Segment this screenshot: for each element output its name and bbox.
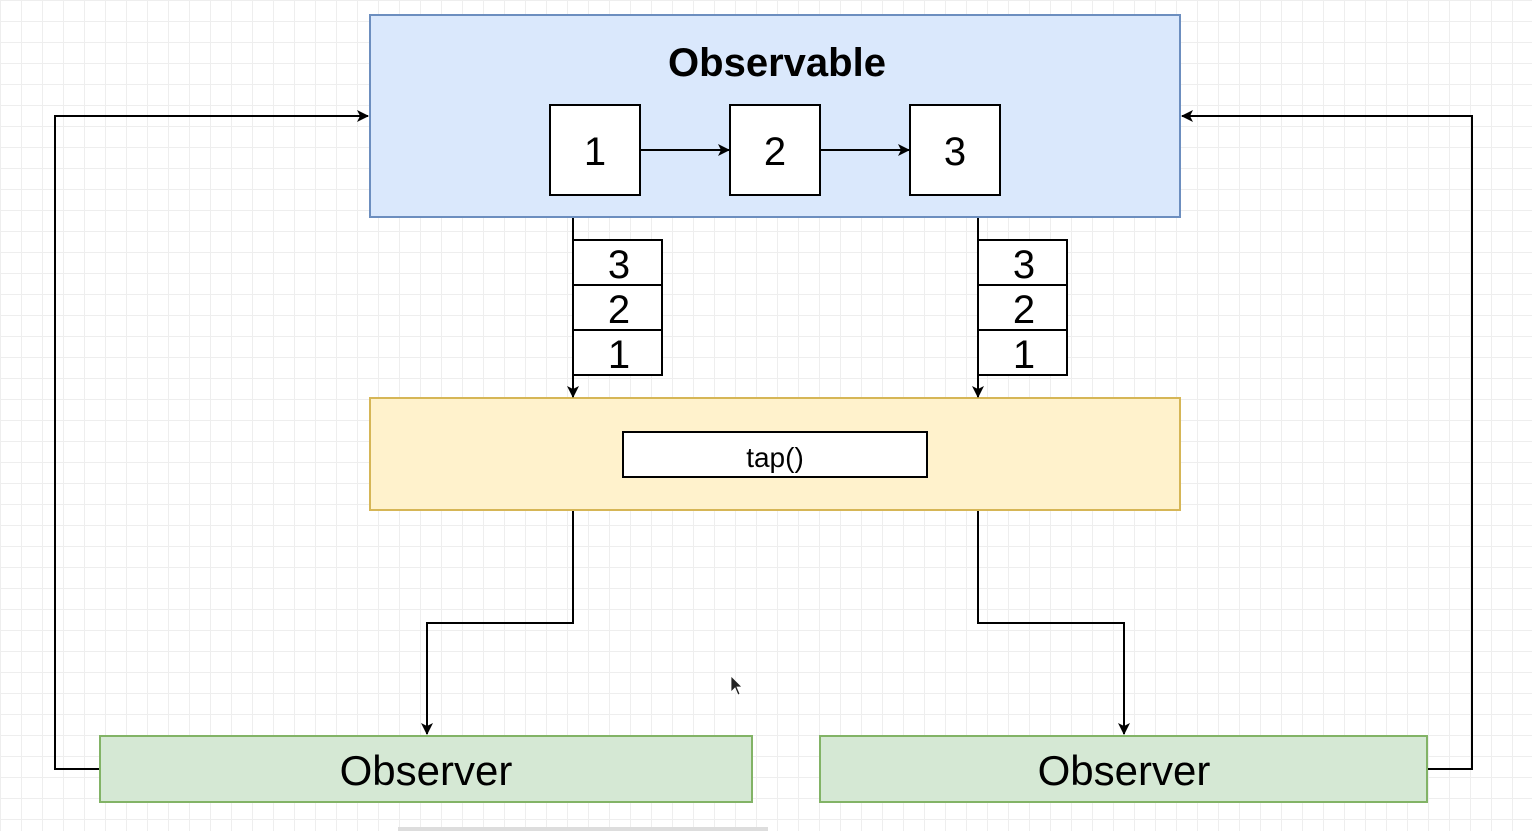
observer-left[interactable]: Observer (99, 735, 753, 803)
value-label-3: 3 (944, 130, 966, 174)
buffer-right-label-2: 2 (1013, 288, 1035, 332)
operator-container[interactable]: tap() (369, 397, 1181, 511)
value-box-3 (909, 104, 1001, 196)
buffer-right-cell-1 (977, 239, 1068, 286)
buffer-left-label-1: 3 (608, 243, 630, 287)
value-label-1: 1 (584, 130, 606, 174)
value-box-2 (729, 104, 821, 196)
observable-title: Observable (668, 41, 886, 85)
subscribe-arrow-right (1181, 110, 1473, 770)
subscribe-arrow-left (54, 110, 369, 770)
observer-right-label: Observer (1038, 747, 1211, 794)
buffer-left-label-3: 1 (608, 333, 630, 377)
mouse-cursor-icon (730, 675, 743, 696)
observer-right[interactable]: Observer (819, 735, 1428, 803)
tap-operator-label: tap() (746, 442, 804, 473)
buffer-left-cell-1 (572, 239, 663, 286)
observer-left-label: Observer (340, 747, 513, 794)
buffer-right-label-1: 3 (1013, 243, 1035, 287)
buffer-stack-left: 3 2 1 (572, 239, 663, 377)
observable-value-1[interactable]: 1 (549, 104, 641, 196)
operator-to-observer-right-arrow (977, 511, 1130, 735)
observable-value-3[interactable]: 3 (909, 104, 1001, 196)
buffer-stack-right: 3 2 1 (977, 239, 1068, 377)
buffer-left-cell-2 (572, 284, 663, 331)
bottom-scroll-strip (398, 827, 768, 831)
value-box-1 (549, 104, 641, 196)
buffer-right-label-3: 1 (1013, 333, 1035, 377)
observer-left-box (99, 735, 753, 803)
value-label-2: 2 (764, 130, 786, 174)
buffer-left-cell-3 (572, 329, 663, 376)
observer-right-box (819, 735, 1428, 803)
operator-to-observer-left-arrow (421, 511, 574, 735)
buffer-left-label-2: 2 (608, 288, 630, 332)
buffer-right-cell-3 (977, 329, 1068, 376)
observable-value-2[interactable]: 2 (729, 104, 821, 196)
tap-operator-box[interactable] (622, 431, 928, 478)
buffer-right-cell-2 (977, 284, 1068, 331)
